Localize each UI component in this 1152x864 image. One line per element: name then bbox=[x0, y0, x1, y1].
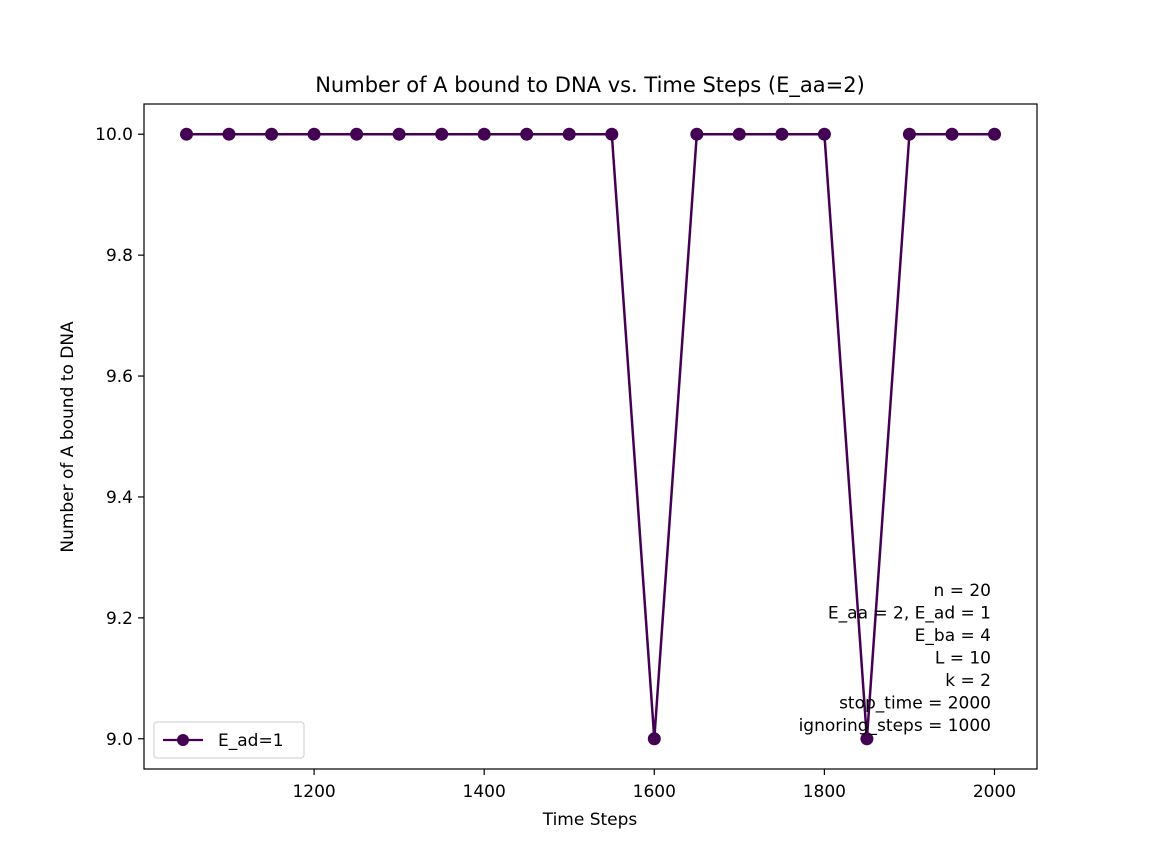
data-point bbox=[222, 127, 236, 141]
y-tick-label: 9.6 bbox=[106, 367, 133, 387]
data-point bbox=[647, 732, 661, 746]
x-axis-label: Time Steps bbox=[542, 810, 638, 830]
x-tick-label: 2000 bbox=[973, 782, 1016, 802]
x-tick-label: 1800 bbox=[803, 782, 846, 802]
y-tick-label: 9.0 bbox=[106, 730, 133, 750]
x-tick-label: 1200 bbox=[292, 782, 335, 802]
y-tick-label: 10.0 bbox=[95, 125, 133, 145]
data-point bbox=[902, 127, 916, 141]
y-axis-ticks: 9.0 9.2 9.4 9.6 9.8 10.0 bbox=[95, 125, 144, 750]
annotation-line: E_ba = 4 bbox=[915, 626, 991, 646]
annotation-box: n = 20 E_aa = 2, E_ad = 1E_ba = 4 L = 10k … bbox=[799, 581, 991, 736]
x-axis-ticks: 1200 1400 1600 1800 2000 bbox=[292, 769, 1016, 802]
data-point bbox=[180, 127, 193, 141]
data-point bbox=[605, 127, 619, 141]
annotation-line: E_aa = 2, E_ad = 1 bbox=[828, 604, 991, 624]
data-point bbox=[265, 127, 279, 141]
data-point bbox=[307, 127, 321, 141]
data-point bbox=[988, 127, 1001, 141]
annotation-line: k = 2 bbox=[945, 671, 991, 691]
data-point bbox=[350, 127, 364, 141]
y-tick-label: 9.2 bbox=[106, 609, 133, 629]
data-point bbox=[690, 127, 704, 141]
data-point bbox=[435, 127, 449, 141]
annotation-line: L = 10 bbox=[935, 649, 991, 669]
data-point bbox=[477, 127, 491, 141]
chart-title: Number of A bound to DNA vs. Time Steps … bbox=[315, 73, 865, 98]
annotation-line: ignoring_steps = 1000 bbox=[799, 716, 991, 736]
data-point bbox=[392, 127, 406, 141]
data-point bbox=[520, 127, 534, 141]
legend-label: E_ad=1 bbox=[218, 731, 284, 751]
annotation-line: n = 20 bbox=[934, 581, 991, 601]
x-tick-label: 1400 bbox=[463, 782, 506, 802]
annotation-line: stop_time = 2000 bbox=[839, 694, 991, 714]
data-point bbox=[732, 127, 746, 141]
y-tick-label: 9.4 bbox=[106, 488, 133, 508]
y-axis-label: Number of A bound to DNA bbox=[58, 321, 78, 553]
data-point bbox=[817, 127, 831, 141]
series-line bbox=[186, 132, 995, 741]
data-point bbox=[562, 127, 576, 141]
x-tick-label: 1600 bbox=[633, 782, 676, 802]
data-point bbox=[860, 732, 874, 746]
data-point bbox=[775, 127, 789, 141]
plot-frame bbox=[143, 103, 1038, 770]
legend-marker-swatch bbox=[177, 734, 189, 746]
data-point bbox=[945, 127, 959, 141]
legend: E_ad=1 bbox=[153, 721, 305, 759]
legend-frame bbox=[153, 721, 305, 759]
y-tick-label: 9.8 bbox=[106, 246, 133, 266]
series-layer bbox=[180, 127, 1001, 746]
